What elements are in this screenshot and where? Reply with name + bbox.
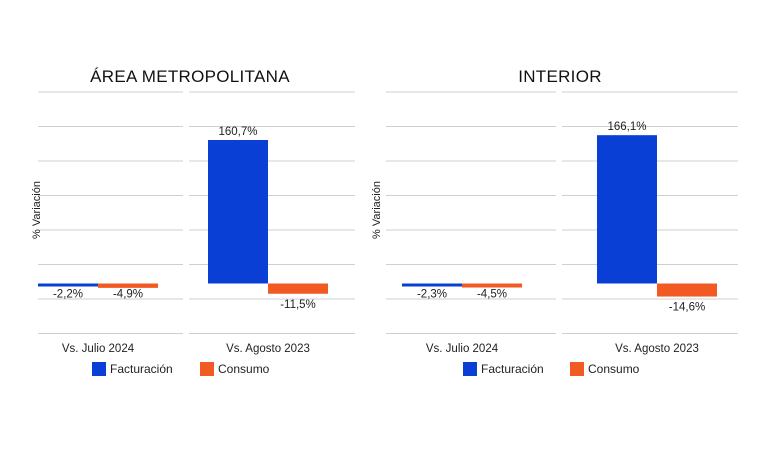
bar-consumo [462, 283, 522, 288]
legend-swatch-consumo [570, 362, 584, 376]
bar-facturación [208, 140, 268, 284]
bar-facturación [38, 283, 98, 287]
legend-swatch-consumo [200, 362, 214, 376]
bar-consumo [268, 283, 328, 294]
data-label: -2,2% [53, 289, 83, 301]
y-axis-label: % Variación [31, 181, 43, 239]
data-label: 166,1% [607, 121, 646, 133]
chart-panel-1: ÁREA METROPOLITANA % Variación -2,2% -4,9% V… [31, 67, 355, 376]
data-label: -4,9% [113, 289, 143, 301]
chart-title: ÁREA METROPOLITANA [90, 67, 290, 86]
data-label: -11,5% [280, 299, 316, 311]
category-label: Vs. Julio 2024 [426, 343, 499, 355]
bar-facturación [597, 135, 657, 284]
bar-facturación [402, 283, 462, 287]
bar-consumo [657, 283, 717, 297]
legend-swatch-facturación [463, 362, 477, 376]
data-label: -4,5% [477, 289, 507, 301]
legend-label: Consumo [218, 362, 270, 376]
chart-panel-2: INTERIOR % Variación -2,3% -4,5% Vs. Julio 2… [371, 67, 738, 376]
data-label: -2,3% [417, 289, 447, 301]
legend: Facturación Consumo [92, 362, 270, 376]
data-label: 160,7% [218, 126, 257, 138]
y-axis-label: % Variación [371, 181, 383, 239]
legend: Facturación Consumo [463, 362, 640, 376]
data-label: -14,6% [669, 302, 705, 314]
legend-swatch-facturación [92, 362, 106, 376]
chart-title: INTERIOR [518, 67, 602, 86]
category-label: Vs. Julio 2024 [62, 343, 135, 355]
category-label: Vs. Agosto 2023 [226, 343, 310, 355]
legend-label: Facturación [481, 362, 544, 376]
category-label: Vs. Agosto 2023 [615, 343, 699, 355]
legend-label: Facturación [110, 362, 173, 376]
bar-consumo [98, 283, 158, 288]
legend-label: Consumo [588, 362, 640, 376]
